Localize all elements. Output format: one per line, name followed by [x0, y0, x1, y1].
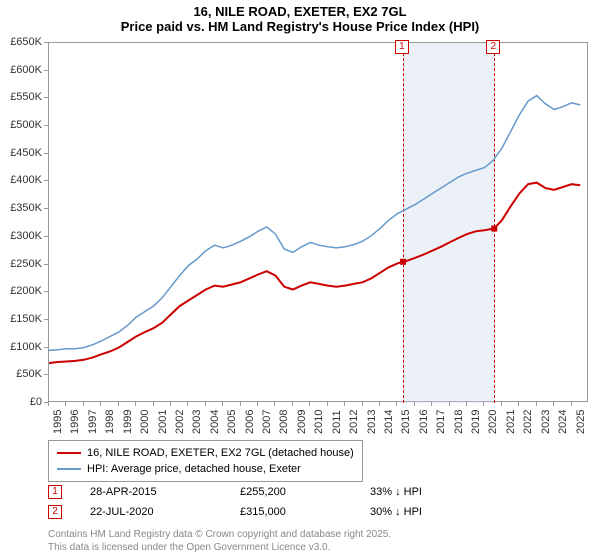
- x-tick-label: 2022: [522, 410, 534, 434]
- y-tick-label: £450K: [0, 147, 42, 159]
- x-tick-label: 2016: [418, 410, 430, 434]
- x-tick-label: 2018: [453, 410, 465, 434]
- x-tick-label: 2014: [383, 410, 395, 434]
- line-series-svg: [49, 43, 589, 403]
- x-tick-label: 2019: [470, 410, 482, 434]
- legend-row: 16, NILE ROAD, EXETER, EX2 7GL (detached…: [57, 445, 354, 461]
- marker-label-box: 2: [486, 40, 500, 54]
- marker-table-pct: 33% ↓ HPI: [370, 486, 490, 498]
- marker-dot: [491, 226, 497, 232]
- x-tick-label: 2017: [435, 410, 447, 434]
- y-tick-label: £250K: [0, 258, 42, 270]
- x-tick-label: 2011: [331, 410, 343, 434]
- marker-table-row: 2 22-JUL-2020£315,00030% ↓ HPI: [48, 502, 588, 522]
- marker-dot: [400, 259, 406, 265]
- series-price_paid: [49, 183, 580, 364]
- x-tick-label: 2005: [226, 410, 238, 434]
- marker-table-price: £255,200: [240, 486, 370, 498]
- x-tick-label: 2024: [557, 410, 569, 434]
- x-tick-label: 2006: [244, 410, 256, 434]
- x-tick-label: 2008: [278, 410, 290, 434]
- x-tick-label: 1998: [104, 410, 116, 434]
- x-tick-label: 1999: [122, 410, 134, 434]
- marker-table-row: 1 28-APR-2015£255,20033% ↓ HPI: [48, 482, 588, 502]
- legend-label: 16, NILE ROAD, EXETER, EX2 7GL (detached…: [87, 447, 354, 459]
- x-tick-label: 2015: [400, 410, 412, 434]
- marker-table: 1 28-APR-2015£255,20033% ↓ HPI 2 22-JUL-202…: [48, 482, 588, 522]
- chart-title-line2: Price paid vs. HM Land Registry's House …: [0, 19, 600, 36]
- legend-swatch: [57, 452, 81, 454]
- x-tick-label: 1996: [69, 410, 81, 434]
- marker-table-date: 22-JUL-2020: [90, 506, 240, 518]
- legend: 16, NILE ROAD, EXETER, EX2 7GL (detached…: [48, 440, 363, 482]
- marker-label-box: 1: [395, 40, 409, 54]
- footer-line1: Contains HM Land Registry data © Crown c…: [48, 528, 391, 541]
- x-tick-label: 2009: [296, 410, 308, 434]
- x-tick-label: 2025: [575, 410, 587, 434]
- x-tick-label: 2001: [157, 410, 169, 434]
- marker-table-price: £315,000: [240, 506, 370, 518]
- y-tick-label: £650K: [0, 36, 42, 48]
- legend-row: HPI: Average price, detached house, Exet…: [57, 461, 354, 477]
- footer-line2: This data is licensed under the Open Gov…: [48, 541, 391, 554]
- chart-title-line1: 16, NILE ROAD, EXETER, EX2 7GL: [0, 0, 600, 19]
- legend-label: HPI: Average price, detached house, Exet…: [87, 463, 301, 475]
- x-tick-label: 2020: [487, 410, 499, 434]
- y-tick-label: £500K: [0, 119, 42, 131]
- x-tick-label: 1995: [52, 410, 64, 434]
- x-tick-label: 2013: [366, 410, 378, 434]
- x-tick-label: 2000: [139, 410, 151, 434]
- y-tick-label: £300K: [0, 230, 42, 242]
- y-tick-label: £350K: [0, 202, 42, 214]
- chart-area: £0£50K£100K£150K£200K£250K£300K£350K£400…: [48, 42, 588, 402]
- plot-border: [48, 42, 588, 402]
- legend-swatch: [57, 468, 81, 470]
- x-tick-label: 2012: [348, 410, 360, 434]
- y-tick-label: £150K: [0, 313, 42, 325]
- footer-attribution: Contains HM Land Registry data © Crown c…: [48, 528, 391, 554]
- y-tick-label: £600K: [0, 64, 42, 76]
- y-tick-label: £550K: [0, 91, 42, 103]
- x-tick-label: 2023: [540, 410, 552, 434]
- marker-table-num: 2: [48, 505, 62, 519]
- x-tick-label: 2003: [191, 410, 203, 434]
- y-tick-label: £50K: [0, 368, 42, 380]
- x-tick-label: 2007: [261, 410, 273, 434]
- y-tick-label: £0: [0, 396, 42, 408]
- marker-table-date: 28-APR-2015: [90, 486, 240, 498]
- x-tick-label: 2021: [505, 410, 517, 434]
- y-tick-label: £400K: [0, 174, 42, 186]
- y-tick-label: £100K: [0, 341, 42, 353]
- y-tick-label: £200K: [0, 285, 42, 297]
- x-tick-label: 2010: [313, 410, 325, 434]
- marker-table-pct: 30% ↓ HPI: [370, 506, 490, 518]
- marker-table-num: 1: [48, 485, 62, 499]
- x-tick-label: 2002: [174, 410, 186, 434]
- x-tick-label: 2004: [209, 410, 221, 434]
- x-tick-label: 1997: [87, 410, 99, 434]
